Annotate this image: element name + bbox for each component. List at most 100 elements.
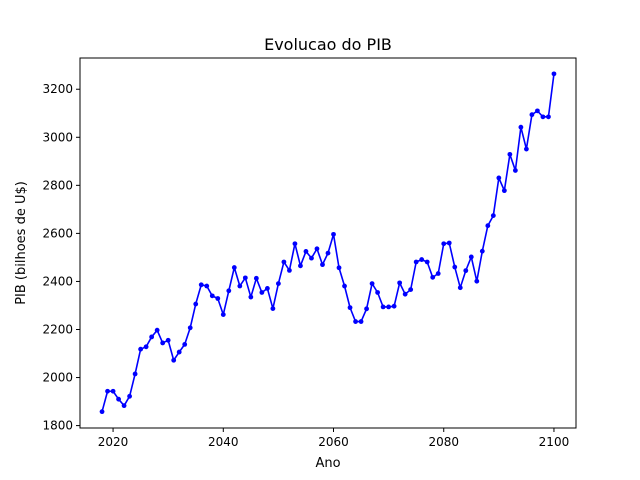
data-point [204,283,210,289]
data-point [215,296,221,301]
data-point [386,304,392,310]
data-point [397,280,403,286]
data-point [193,301,199,307]
data-point [242,275,248,281]
data-point [209,293,215,299]
data-point [535,108,540,114]
data-point [391,303,397,309]
data-point [281,259,287,265]
data-point [419,257,425,262]
data-point [176,349,182,355]
data-point [264,286,270,291]
data-point [452,264,458,270]
y-tick-label: 2600 [42,226,73,240]
x-tick-label: 2100 [539,435,570,449]
data-point [446,240,452,246]
data-point [276,281,281,286]
y-tick-label: 2400 [42,274,73,288]
data-point [331,231,336,237]
data-point [524,146,529,152]
x-tick-label: 2060 [318,435,349,449]
data-point [441,241,447,247]
data-point [551,71,557,77]
data-point [336,265,342,271]
data-point [248,294,254,300]
data-point [127,393,132,399]
data-point [154,327,160,333]
chart-title: Evolucao do PIB [264,35,392,54]
x-axis-label: Ano [315,456,340,471]
data-point [99,409,105,415]
data-point [226,288,232,294]
data-point [512,168,518,173]
data-point [408,287,414,293]
data-point [380,304,386,310]
y-tick-label: 3000 [42,130,73,144]
data-point [231,265,237,270]
data-point [413,259,419,265]
data-point [479,248,485,254]
x-tick-label: 2040 [208,435,239,449]
plot-frame [79,57,577,429]
data-point [468,254,474,260]
data-point [132,371,138,377]
series-layer [99,71,557,415]
data-point [253,275,259,281]
data-point [424,259,430,265]
data-point [116,396,121,402]
y-tick-label: 2800 [42,178,73,192]
data-point [546,114,551,120]
data-point [298,263,303,269]
data-point [105,388,110,394]
data-point [110,388,116,394]
data-point [160,340,166,346]
data-point [529,112,535,118]
data-point [259,290,265,295]
y-axis-ticks: 1800 2000 2200 2400 2600 2800 3000 3200 [42,82,80,433]
y-tick-label: 3200 [42,82,73,96]
data-point [182,341,188,347]
data-point [121,403,127,409]
y-tick-label: 1800 [42,419,73,433]
data-point [457,285,463,291]
data-point [490,213,496,219]
data-point [364,306,369,312]
data-point [358,319,364,324]
data-point [518,124,524,130]
data-point [496,175,502,181]
data-point [342,283,347,289]
data-point [143,344,149,350]
data-point [501,188,507,194]
data-point [303,249,309,254]
data-point [237,283,243,289]
data-point [402,291,408,297]
data-point [485,223,491,229]
data-point [369,281,375,286]
data-point [507,151,513,157]
data-point [165,337,171,343]
data-point [375,290,380,295]
data-point [198,282,204,288]
data-point [540,114,546,120]
data-point [187,325,193,331]
data-point [347,305,353,311]
y-axis-label: PIB (bilhoes de U$) [14,181,29,305]
data-point [430,274,436,280]
x-axis-ticks: 2020 2040 2060 2080 2100 [98,428,569,449]
x-tick-label: 2080 [428,435,459,449]
data-point [149,334,155,340]
data-point [435,271,441,276]
data-point [270,306,276,311]
y-tick-label: 2000 [42,371,73,385]
data-point [138,346,144,352]
data-point [474,278,480,284]
data-point [309,255,314,261]
data-point [287,267,292,273]
data-point [292,241,298,247]
x-tick-label: 2020 [98,435,129,449]
y-tick-label: 2200 [42,322,73,336]
data-point [353,319,358,324]
data-point [220,312,226,317]
